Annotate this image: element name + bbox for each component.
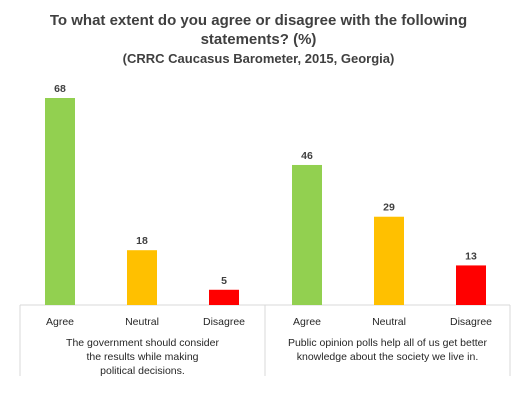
data-label-group-1-disagree: 5: [221, 275, 227, 287]
data-label-group-2-neutral: 29: [383, 202, 395, 214]
chart-subtitle: (CRRC Caucasus Barometer, 2015, Georgia): [122, 51, 395, 66]
chart-title-line-2: statements? (%): [200, 31, 317, 48]
bar-group-2-disagree: [456, 265, 486, 305]
bar-group-1-disagree: [209, 289, 239, 305]
bar-group-1-agree: [45, 98, 75, 305]
data-label-group-2-disagree: 13: [465, 250, 477, 262]
group-1-caption: The government should consider the resul…: [20, 336, 265, 378]
group-2-caption-line-1: Public opinion polls help all of us get …: [287, 337, 488, 349]
tick-label-group-2-disagree: Disagree: [450, 316, 492, 328]
group-2-caption: Public opinion polls help all of us get …: [265, 336, 510, 364]
tick-label-group-1-disagree: Disagree: [203, 316, 245, 328]
tick-label-group-1-neutral: Neutral: [125, 316, 159, 328]
tick-label-group-2-agree: Agree: [293, 316, 321, 328]
data-label-group-1-agree: 68: [54, 83, 66, 95]
data-label-group-2-agree: 46: [301, 150, 313, 162]
group-2-caption-line-2: knowledge about the society we live in.: [296, 351, 479, 363]
chart-title-line-1: To what extent do you agree or disagree …: [49, 12, 468, 29]
bar-group-1-neutral: [127, 250, 157, 305]
group-1-caption-line-1: The government should consider: [66, 337, 219, 349]
bar-group-2-neutral: [374, 216, 404, 305]
bar-group-2-agree: [292, 164, 322, 305]
data-label-group-1-neutral: 18: [136, 235, 148, 247]
tick-label-group-2-neutral: Neutral: [372, 316, 406, 328]
group-1-caption-line-3: political decisions.: [100, 365, 185, 377]
group-1-caption-line-2: the results while making: [86, 351, 199, 363]
tick-label-group-1-agree: Agree: [46, 316, 74, 328]
